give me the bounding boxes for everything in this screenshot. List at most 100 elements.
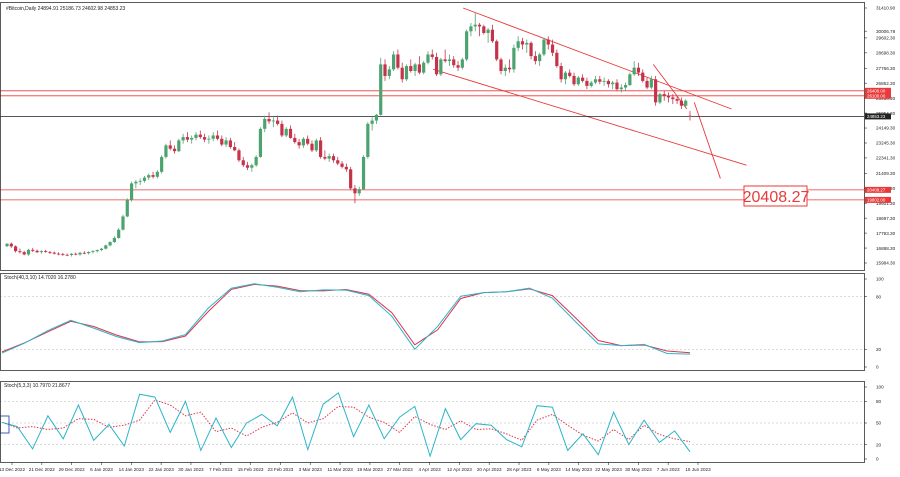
- signal-line: [1, 399, 691, 443]
- candle-body: [447, 59, 452, 62]
- candle-body: [65, 254, 69, 256]
- candle-body: [430, 54, 434, 57]
- candle-body: [323, 156, 327, 159]
- candle-body: [392, 54, 396, 70]
- price-callout: 20408.27: [743, 185, 809, 207]
- candle-body: [658, 94, 662, 103]
- candle-body: [439, 59, 443, 75]
- level-label-box: [865, 186, 891, 193]
- candle-body: [177, 140, 181, 152]
- main-frame: [0, 2, 865, 271]
- candle-body: [250, 165, 254, 168]
- y-tick-label: 23245.30: [876, 141, 896, 146]
- candle-body: [434, 56, 439, 75]
- candle-body: [237, 150, 241, 161]
- candle-body: [581, 77, 585, 81]
- candle-body: [555, 52, 559, 67]
- x-tick-label: 15 Jun 2023: [685, 467, 711, 472]
- level-label: 20408.27: [867, 188, 886, 193]
- x-tick-label: 6 Jan 2023: [90, 467, 113, 472]
- candle-body: [611, 82, 615, 85]
- candle-body: [370, 120, 374, 124]
- x-tick-label: 20 Apr 2023: [477, 467, 502, 472]
- candle-body: [353, 188, 357, 194]
- candle-body: [297, 142, 301, 146]
- candle-body: [688, 115, 692, 117]
- candle-body: [662, 94, 666, 96]
- candle-body: [512, 47, 516, 70]
- x-tick-label: 19 Mar 2023: [357, 467, 383, 472]
- zoom-handle[interactable]: [0, 415, 10, 434]
- x-tick-label: 29 Dec 2022: [59, 467, 85, 472]
- candle-body: [666, 95, 671, 98]
- candle-body: [267, 118, 271, 122]
- x-tick-label: 27 Mar 2023: [387, 467, 413, 472]
- candle-body: [327, 156, 331, 159]
- main-price-panel: #Bitcoin,Daily 24894.91 25186.73 24602.9…: [0, 6, 896, 266]
- x-tick-label: 13 Dec 2022: [0, 467, 25, 472]
- x-tick-label: 22 Jan 2023: [148, 467, 174, 472]
- candle-body: [632, 67, 636, 75]
- candle-body: [233, 147, 237, 151]
- candle-body: [284, 128, 288, 136]
- x-tick-label: 6 May 2023: [537, 467, 561, 472]
- candle-body: [202, 137, 207, 140]
- candle-body: [44, 251, 48, 252]
- y-tick-label: 80: [876, 399, 882, 404]
- x-tick-label: 21 Dec 2022: [29, 467, 55, 472]
- candle-body: [52, 252, 56, 254]
- y-tick-label: 27766.30: [876, 66, 896, 71]
- candle-body: [39, 251, 43, 253]
- candle-body: [314, 140, 318, 151]
- candle-body: [258, 128, 263, 157]
- candle-body: [181, 137, 185, 141]
- candle-body: [675, 99, 679, 101]
- candle-body: [207, 138, 211, 140]
- candle-body: [56, 253, 61, 255]
- candle-body: [35, 250, 39, 253]
- candle-body: [263, 118, 267, 129]
- candle-body: [563, 72, 568, 80]
- candle-body: [538, 54, 542, 62]
- candle-body: [593, 79, 598, 83]
- candle-body: [95, 250, 99, 252]
- y-tick-label: 0: [876, 457, 879, 462]
- x-tick-label: 7 Feb 2023: [209, 467, 233, 472]
- candle-body: [112, 237, 116, 243]
- candle-body: [121, 216, 125, 230]
- stoch1-lines: [0, 283, 864, 355]
- x-tick-label: 7 Jun 2023: [657, 467, 680, 472]
- x-tick-label: 30 May 2023: [625, 467, 652, 472]
- x-tick-label: 28 Apr 2023: [507, 467, 532, 472]
- candle-body: [482, 26, 486, 33]
- candle-body: [185, 137, 190, 140]
- candle-body: [559, 66, 563, 80]
- y-tick-label: 24149.30: [876, 126, 896, 131]
- candle-body: [473, 24, 477, 27]
- candle-body: [568, 72, 572, 76]
- y-tick-label: 21409.30: [876, 171, 896, 176]
- candle-body: [91, 251, 95, 252]
- y-tick-label: 28698.30: [876, 51, 896, 56]
- stoch2-lines: [0, 391, 864, 458]
- candle-body: [452, 59, 456, 66]
- candle-body: [460, 59, 464, 68]
- candle-body: [645, 80, 649, 88]
- candle-body: [134, 181, 138, 184]
- y-tick-label: 16888.30: [876, 246, 896, 251]
- y-tick-label: 17793.30: [876, 231, 896, 236]
- candle-body: [87, 251, 91, 254]
- y-tick-label: 18697.30: [876, 216, 896, 221]
- candle-body: [525, 42, 529, 45]
- candle-body: [211, 135, 215, 139]
- candle-body: [550, 44, 555, 53]
- level-label-box: [865, 87, 891, 94]
- candle-body: [306, 138, 310, 144]
- candle-body: [349, 169, 353, 189]
- trendline: [693, 102, 721, 179]
- candle-body: [61, 254, 65, 255]
- y-tick-label: 100: [876, 385, 884, 390]
- candle-body: [400, 67, 404, 80]
- level-label-box: [865, 92, 891, 99]
- y-tick-label: 50: [876, 421, 882, 426]
